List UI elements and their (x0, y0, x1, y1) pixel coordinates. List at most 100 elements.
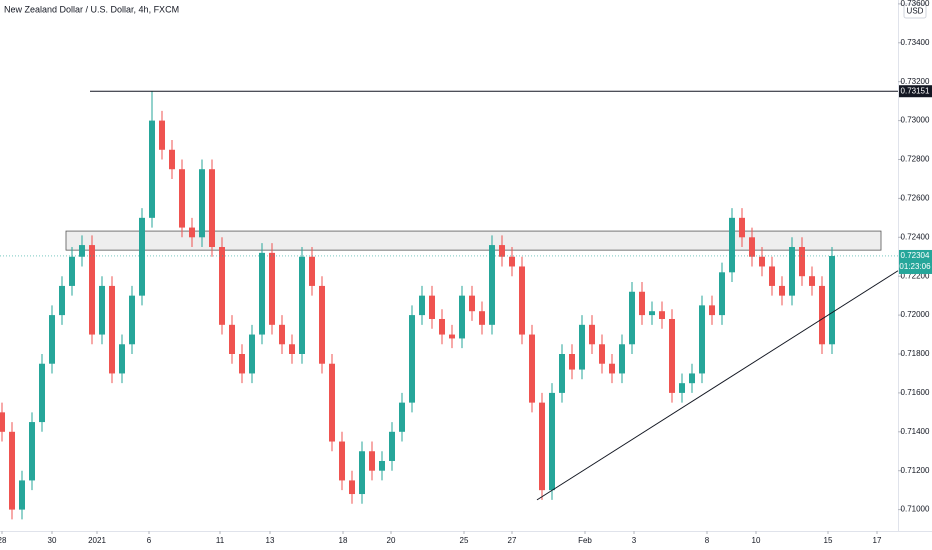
y-tick-label: 0.72400 (901, 232, 930, 241)
candle-body (169, 149, 175, 170)
candle-body (59, 285, 65, 316)
x-tick-label: 11 (216, 536, 225, 545)
candle-body (499, 245, 505, 257)
candle-body (239, 354, 245, 374)
x-tick-label: 6 (147, 536, 152, 545)
candle-body (79, 245, 85, 257)
y-tick-label: 0.71600 (901, 388, 930, 397)
candle-body (569, 354, 575, 370)
countdown: 01:23:06 (899, 262, 931, 271)
x-tick-label: 18 (339, 536, 348, 545)
candle-body (759, 256, 765, 267)
candle-body (229, 324, 235, 354)
y-tick-label: 0.72000 (901, 310, 930, 319)
candle-body (699, 305, 705, 374)
candle-body (19, 480, 25, 510)
candle-body (799, 247, 805, 277)
candle-body (739, 217, 745, 238)
candle-body (459, 295, 465, 339)
candle-body (109, 285, 115, 374)
candle-body (259, 252, 265, 335)
candle-body (149, 120, 155, 218)
y-tick-label: 0.72200 (901, 271, 930, 280)
candle-body (359, 451, 365, 495)
candle-body (29, 422, 35, 481)
y-tick-label: 0.73200 (901, 77, 930, 86)
candle-body (269, 252, 275, 325)
x-tick-label: 8 (705, 536, 710, 545)
candle-body (659, 311, 665, 319)
candle-body (39, 363, 45, 423)
candle-body (819, 285, 825, 345)
candle-body (119, 344, 125, 374)
candle-body (319, 285, 325, 364)
x-tick-label: 10 (752, 536, 761, 545)
candle-body (199, 169, 205, 238)
candle-body (279, 324, 285, 345)
candle-body (629, 291, 635, 345)
candle-body (679, 383, 685, 393)
candle-body (549, 392, 555, 491)
candle-body (379, 460, 385, 471)
candle-body (719, 272, 725, 316)
candle-body (309, 256, 315, 286)
y-tick-label: 0.73600 (901, 0, 930, 8)
candle-body (399, 402, 405, 432)
y-tick-label: 0.73000 (901, 116, 930, 125)
x-tick-label: 28 (0, 536, 7, 545)
candle-body (669, 318, 675, 393)
candle-body (579, 324, 585, 370)
resistance-label: 0.73151 (901, 86, 930, 95)
x-tick-label: 15 (824, 536, 833, 545)
chart-title: New Zealand Dollar / U.S. Dollar, 4h, FX… (4, 4, 179, 14)
candle-body (179, 169, 185, 228)
currency[interactable]: USD (907, 7, 924, 16)
x-tick-label: 25 (460, 536, 469, 545)
x-tick-label: 2021 (88, 536, 106, 545)
candle-body (749, 237, 755, 257)
candle-body (709, 305, 715, 316)
candle-body (339, 441, 345, 481)
y-tick-label: 0.72800 (901, 155, 930, 164)
candle-body (689, 373, 695, 384)
candle-body (469, 295, 475, 312)
candle-body (389, 431, 395, 461)
y-tick-label: 0.71200 (901, 466, 930, 475)
y-tick-label: 0.71800 (901, 349, 930, 358)
candle-body (349, 480, 355, 495)
candle-body (559, 354, 565, 393)
y-tick-label: 0.73400 (901, 38, 930, 47)
candle-body (829, 255, 835, 345)
candle-body (509, 256, 515, 267)
candle-body (409, 315, 415, 403)
y-tick-label: 0.72600 (901, 194, 930, 203)
candle-body (189, 227, 195, 238)
candle-body (609, 363, 615, 374)
candle-body (369, 451, 375, 471)
candle-body (69, 256, 75, 286)
candle-body (299, 256, 305, 354)
candle-body (49, 315, 55, 364)
candle-body (9, 431, 15, 510)
candle-body (139, 217, 145, 296)
candle-body (289, 344, 295, 354)
candle-body (639, 291, 645, 316)
candle-body (99, 285, 105, 335)
candle-body (769, 266, 775, 286)
y-tick-label: 0.71400 (901, 427, 930, 436)
price-label-box (899, 249, 932, 274)
x-tick-label: 30 (48, 536, 57, 545)
candle-body (429, 295, 435, 319)
candle-body (539, 402, 545, 491)
candle-body (89, 245, 95, 335)
candle-body (599, 344, 605, 364)
resistance-label-box (899, 85, 932, 98)
currency-box[interactable] (903, 3, 927, 19)
candle-body (439, 318, 445, 335)
candle-body (809, 276, 815, 286)
candle-body (449, 334, 455, 339)
candle-body (0, 412, 6, 432)
x-tick-label: 20 (387, 536, 396, 545)
candle-body (649, 311, 655, 316)
